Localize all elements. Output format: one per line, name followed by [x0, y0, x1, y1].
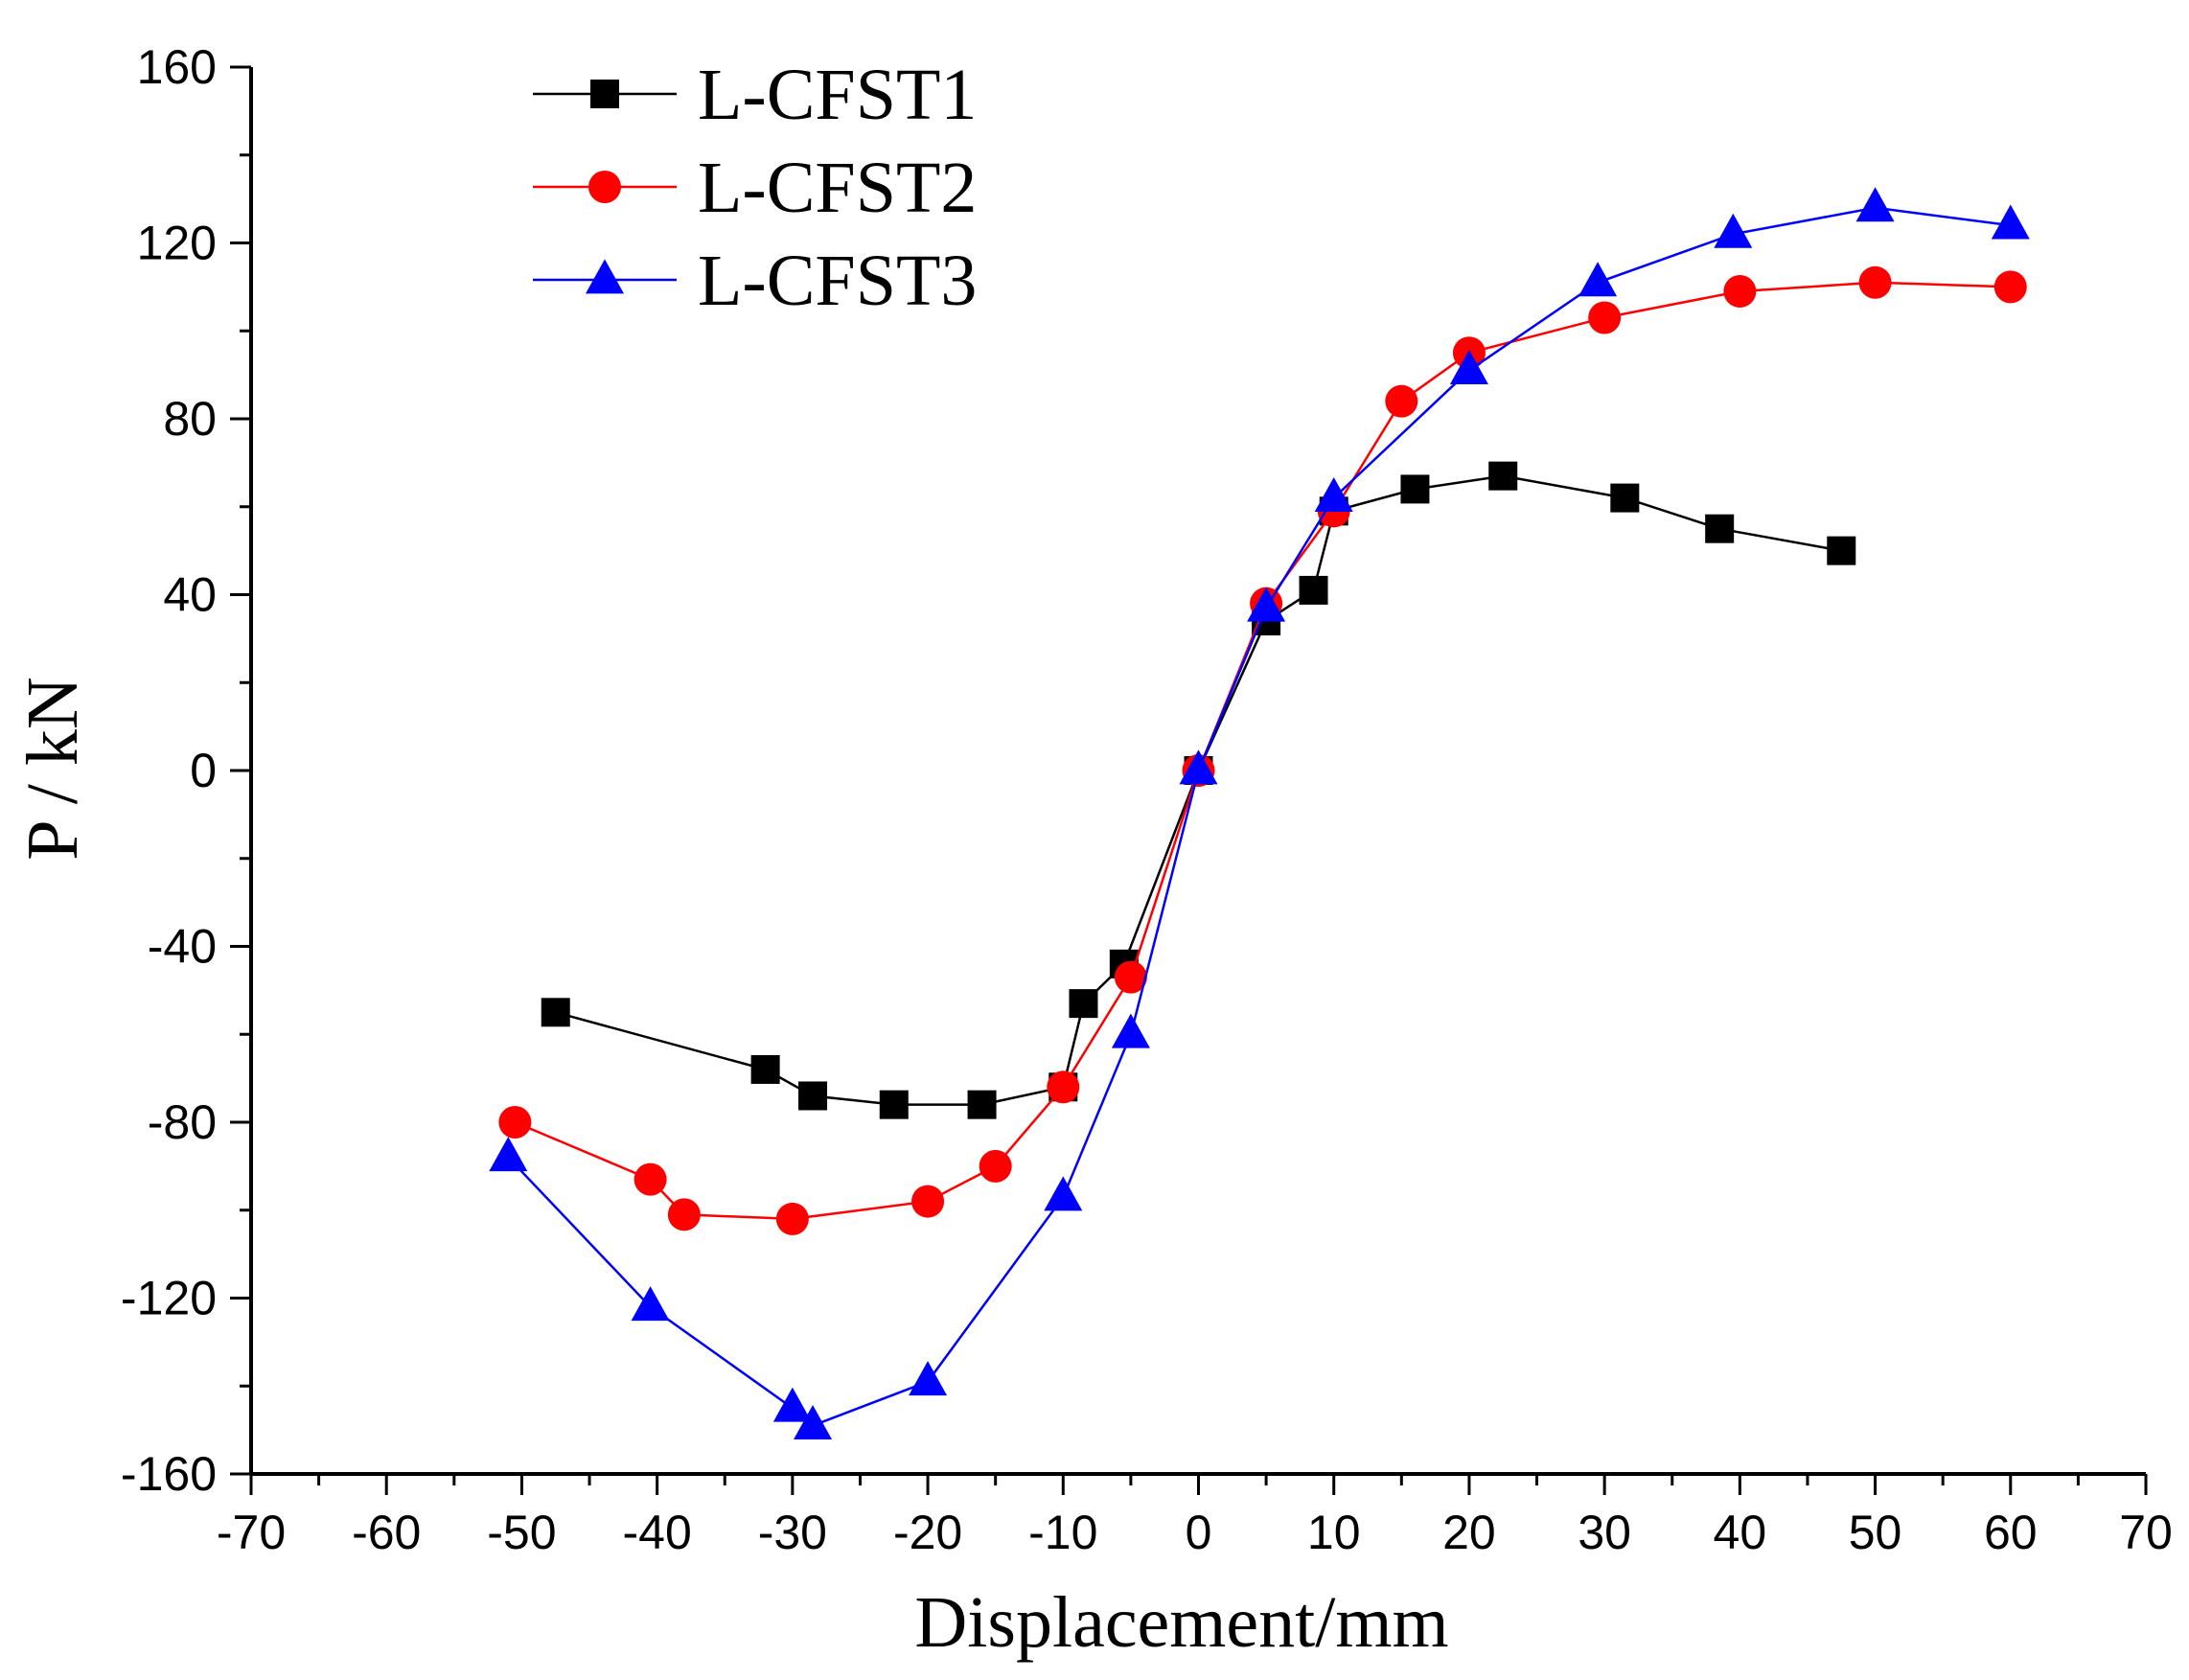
y-tick-label: -160 — [121, 1447, 217, 1501]
axes: -70 -60 -50 -40 -30 -20 -10 0 10 20 30 40 50 60 70 160 1… — [121, 40, 2173, 1559]
legend-label: L-CFST3 — [698, 241, 977, 321]
legend: L-CFST1 L-CFST2 L-CFST3 — [533, 55, 977, 321]
data-point — [967, 1090, 997, 1119]
series-l-cfst1 — [541, 461, 1856, 1119]
x-tick-label: 50 — [1849, 1506, 1902, 1559]
y-tick-label: 40 — [163, 568, 217, 622]
y-tick-label: 80 — [163, 392, 217, 446]
data-point — [1400, 474, 1430, 504]
data-point — [1111, 1013, 1150, 1048]
data-point — [1044, 1176, 1083, 1211]
data-point — [541, 998, 570, 1027]
data-point — [772, 1387, 812, 1422]
y-tick-label: -120 — [121, 1272, 217, 1325]
legend-label: L-CFST2 — [698, 148, 977, 228]
x-tick-label: -40 — [623, 1506, 692, 1559]
data-point — [798, 1081, 828, 1111]
x-tick-label: -50 — [487, 1506, 556, 1559]
x-tick-label: 60 — [1984, 1506, 2038, 1559]
legend-item: L-CFST3 — [533, 241, 977, 321]
series-l-cfst2 — [498, 265, 2027, 1235]
x-tick-label: -70 — [217, 1506, 286, 1559]
data-point — [979, 1149, 1012, 1183]
data-point — [1069, 989, 1098, 1019]
x-tick-label: 70 — [2119, 1506, 2173, 1559]
x-axis-title: Displacement/mm — [914, 1582, 1448, 1663]
data-point — [1385, 384, 1418, 418]
x-tick-label: 0 — [1186, 1506, 1212, 1559]
data-point — [1858, 265, 1892, 299]
x-tick-label: -10 — [1028, 1506, 1097, 1559]
data-point — [1179, 749, 1218, 785]
data-point — [1714, 213, 1753, 248]
data-point — [1114, 960, 1147, 994]
data-point — [775, 1202, 809, 1235]
data-point — [1488, 461, 1518, 491]
data-point — [1705, 514, 1735, 543]
x-tick-label: 10 — [1307, 1506, 1361, 1559]
y-tick-label: -80 — [148, 1095, 217, 1149]
data-point — [1855, 187, 1895, 222]
data-point — [1578, 262, 1618, 297]
series-line — [555, 474, 1842, 1106]
data-point — [498, 1106, 532, 1139]
data-point — [1314, 476, 1353, 512]
legend-marker — [586, 259, 624, 294]
data-point — [634, 1162, 667, 1196]
legend-item: L-CFST2 — [533, 148, 977, 228]
data-point — [489, 1137, 528, 1172]
data-point — [1247, 587, 1286, 622]
x-tick-label: -60 — [352, 1506, 421, 1559]
y-tick-label: 120 — [137, 217, 217, 270]
legend-label: L-CFST1 — [698, 55, 977, 135]
data-point — [1827, 536, 1856, 565]
data-point — [1449, 349, 1488, 384]
y-tick-label: -40 — [148, 920, 217, 974]
legend-marker — [590, 80, 619, 108]
data-point — [1991, 204, 2030, 240]
x-tick-label: 20 — [1442, 1506, 1496, 1559]
data-point — [879, 1090, 909, 1119]
data-point — [1610, 483, 1640, 513]
x-tick-label: 40 — [1714, 1506, 1767, 1559]
legend-marker — [588, 171, 621, 203]
series-line — [507, 206, 2011, 1427]
data-point — [1723, 274, 1757, 308]
x-tick-label: -30 — [758, 1506, 827, 1559]
legend-item: L-CFST1 — [533, 55, 977, 135]
y-tick-label: 0 — [190, 744, 217, 797]
data-point — [794, 1404, 833, 1439]
y-axis-title: P / kN — [12, 677, 93, 860]
series-layer — [489, 187, 2030, 1439]
data-point — [750, 1054, 780, 1084]
data-point — [1047, 1070, 1080, 1104]
data-point — [909, 1361, 948, 1396]
data-point — [1299, 575, 1328, 605]
data-point — [1588, 301, 1622, 334]
y-tick-label: 160 — [137, 40, 217, 94]
x-tick-label: 30 — [1578, 1506, 1631, 1559]
data-point — [1993, 270, 2027, 304]
data-point — [911, 1185, 945, 1218]
series-l-cfst3 — [489, 187, 2030, 1439]
series-line — [514, 281, 2011, 1221]
x-tick-label: -20 — [893, 1506, 962, 1559]
data-point — [631, 1286, 670, 1322]
data-point — [667, 1198, 701, 1231]
